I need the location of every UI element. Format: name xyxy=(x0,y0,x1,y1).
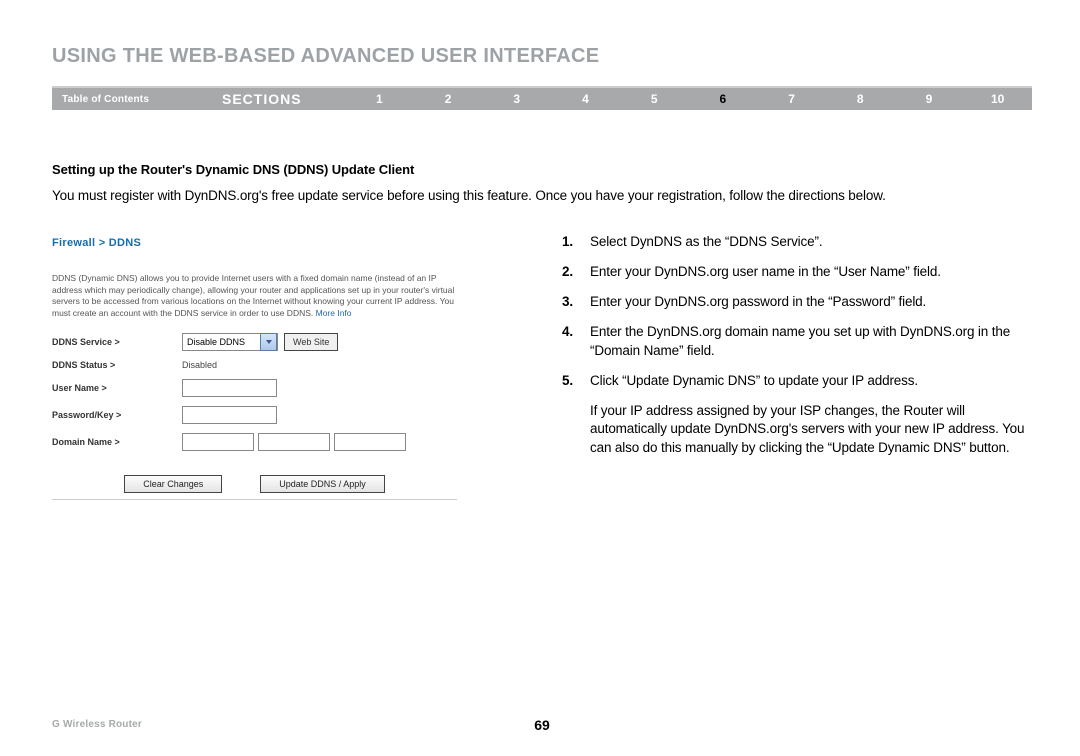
section-link-3[interactable]: 3 xyxy=(482,92,551,106)
update-apply-button[interactable]: Update DDNS / Apply xyxy=(260,475,385,493)
section-link-5[interactable]: 5 xyxy=(620,92,689,106)
breadcrumb: Firewall > DDNS xyxy=(52,237,457,249)
ddns-status-label: DDNS Status > xyxy=(52,360,182,370)
section-link-10[interactable]: 10 xyxy=(963,92,1032,106)
domain-input-1[interactable] xyxy=(182,433,254,451)
router-ui-screenshot: Firewall > DDNS DDNS (Dynamic DNS) allow… xyxy=(52,237,457,500)
password-label: Password/Key > xyxy=(52,410,182,420)
section-link-2[interactable]: 2 xyxy=(414,92,483,106)
domain-input-2[interactable] xyxy=(258,433,330,451)
step-number: 2. xyxy=(562,263,590,282)
intro-paragraph: You must register with DynDNS.org's free… xyxy=(52,187,1032,205)
section-link-1[interactable]: 1 xyxy=(345,92,414,106)
domain-label: Domain Name > xyxy=(52,437,182,447)
section-link-6[interactable]: 6 xyxy=(689,92,758,106)
section-link-4[interactable]: 4 xyxy=(551,92,620,106)
step-number: 4. xyxy=(562,323,590,361)
chevron-down-icon xyxy=(260,333,277,351)
step-text: Select DynDNS as the “DDNS Service”. xyxy=(590,233,822,252)
step-text: Enter your DynDNS.org user name in the “… xyxy=(590,263,941,282)
instruction-steps: 1.Select DynDNS as the “DDNS Service”. 2… xyxy=(562,233,1032,458)
section-link-7[interactable]: 7 xyxy=(757,92,826,106)
step-tail-paragraph: If your IP address assigned by your ISP … xyxy=(562,402,1032,459)
section-link-9[interactable]: 9 xyxy=(895,92,964,106)
username-input[interactable] xyxy=(182,379,277,397)
toc-link[interactable]: Table of Contents xyxy=(52,94,222,105)
step-text: Click “Update Dynamic DNS” to update you… xyxy=(590,372,918,391)
section-link-8[interactable]: 8 xyxy=(826,92,895,106)
page-title: USING THE WEB-BASED ADVANCED USER INTERF… xyxy=(52,45,1032,68)
password-input[interactable] xyxy=(182,406,277,424)
step-text: Enter your DynDNS.org password in the “P… xyxy=(590,293,926,312)
step-text: Enter the DynDNS.org domain name you set… xyxy=(590,323,1032,361)
section-numbers: 1 2 3 4 5 6 7 8 9 10 xyxy=(345,92,1032,106)
section-subheading: Setting up the Router's Dynamic DNS (DDN… xyxy=(52,162,1032,177)
website-button[interactable]: Web Site xyxy=(284,333,338,351)
footer-product: G Wireless Router xyxy=(52,719,142,730)
sections-label: SECTIONS xyxy=(222,91,345,107)
page-number: 69 xyxy=(534,717,550,733)
step-number: 1. xyxy=(562,233,590,252)
section-nav: Table of Contents SECTIONS 1 2 3 4 5 6 7… xyxy=(52,88,1032,110)
username-label: User Name > xyxy=(52,383,182,393)
ddns-status-value: Disabled xyxy=(182,360,217,370)
step-number: 5. xyxy=(562,372,590,391)
ddns-service-select[interactable]: Disable DDNS xyxy=(182,333,278,351)
clear-changes-button[interactable]: Clear Changes xyxy=(124,475,222,493)
step-number: 3. xyxy=(562,293,590,312)
domain-input-3[interactable] xyxy=(334,433,406,451)
ddns-service-label: DDNS Service > xyxy=(52,337,182,347)
more-info-link[interactable]: More Info xyxy=(316,308,352,318)
ddns-description: DDNS (Dynamic DNS) allows you to provide… xyxy=(52,273,457,319)
